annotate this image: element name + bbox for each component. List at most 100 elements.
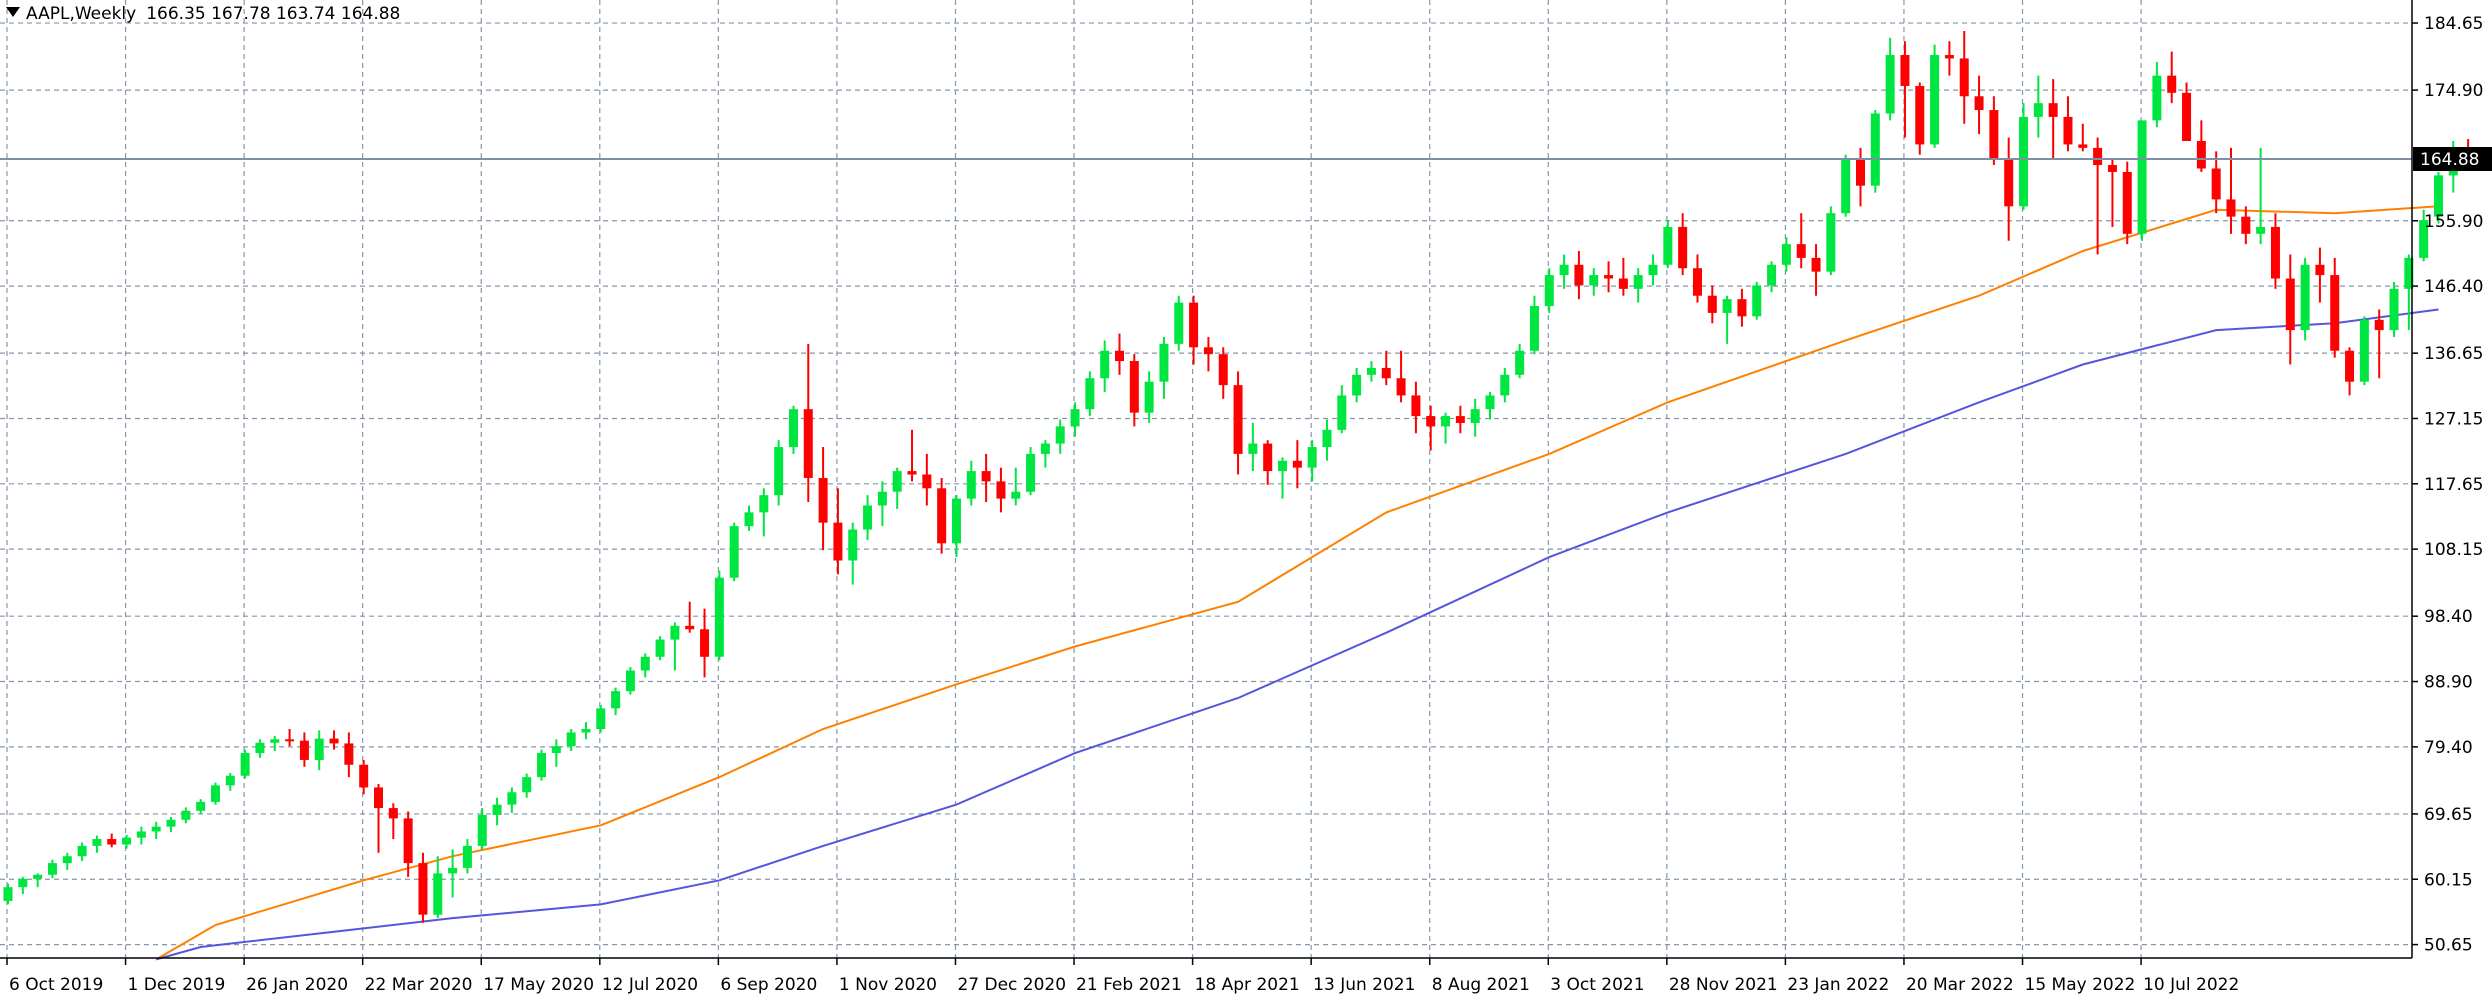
candle-body xyxy=(2226,199,2236,217)
x-tick-label: 28 Nov 2021 xyxy=(1669,975,1778,995)
grid xyxy=(0,0,2412,958)
x-tick-label: 12 Jul 2020 xyxy=(602,975,698,995)
candle-body xyxy=(877,491,887,506)
y-tick-label: 136.65 xyxy=(2424,344,2483,364)
candle-body xyxy=(625,670,635,692)
candle-body xyxy=(937,488,947,544)
candle-body xyxy=(492,804,502,815)
x-tick-label: 21 Feb 2021 xyxy=(1076,975,1182,995)
candle-body xyxy=(2433,175,2443,217)
candle-body xyxy=(196,801,206,811)
candle-body xyxy=(1648,264,1658,276)
x-tick-label: 15 May 2022 xyxy=(2025,975,2136,995)
candle-body xyxy=(1574,264,1584,286)
candle-body xyxy=(833,522,843,561)
candle-body xyxy=(344,743,354,765)
candle-body xyxy=(655,639,665,657)
y-tick-label: 127.15 xyxy=(2424,409,2483,429)
candle-body xyxy=(951,498,961,544)
candle-body xyxy=(1233,385,1243,454)
candle-body xyxy=(774,447,784,496)
x-tick-label: 23 Jan 2022 xyxy=(1787,975,1889,995)
candle-body xyxy=(225,775,235,786)
candle-body xyxy=(2345,350,2355,382)
y-tick-label: 146.40 xyxy=(2424,277,2483,297)
candle-body xyxy=(1826,213,1836,272)
dropdown-triangle-icon[interactable] xyxy=(6,7,20,17)
candle-body xyxy=(299,740,309,760)
x-tick-label: 1 Dec 2019 xyxy=(128,975,226,995)
candle-body xyxy=(1189,302,1199,348)
candle-body xyxy=(1085,378,1095,410)
candle-body xyxy=(1781,244,1791,265)
candle-body xyxy=(1040,443,1050,454)
y-tick-label: 184.65 xyxy=(2424,14,2483,34)
candle-body xyxy=(1174,302,1184,344)
symbol-timeframe: AAPL,Weekly xyxy=(26,4,137,24)
candle-body xyxy=(1796,244,1806,258)
y-tick-label: 69.65 xyxy=(2424,805,2473,825)
x-tick-label: 8 Aug 2021 xyxy=(1432,975,1530,995)
candle-body xyxy=(1915,85,1925,145)
candle-body xyxy=(2211,168,2221,200)
candle-body xyxy=(1159,343,1169,382)
candle-body xyxy=(448,867,458,874)
candle-body xyxy=(1366,367,1376,375)
candle-body xyxy=(2389,288,2399,331)
x-tick-label: 3 Oct 2021 xyxy=(1550,975,1644,995)
candle-body xyxy=(611,691,621,709)
y-tick-label: 50.65 xyxy=(2424,936,2473,956)
candle-body xyxy=(77,845,87,857)
candle-body xyxy=(2270,226,2280,279)
candle-body xyxy=(2078,144,2088,148)
y-tick-label: 60.15 xyxy=(2424,870,2473,890)
candle-body xyxy=(2167,75,2177,93)
current-price-label: 164.88 xyxy=(2420,150,2479,170)
candle-body xyxy=(2004,158,2014,207)
candle-body xyxy=(1930,55,1940,145)
candle-body xyxy=(2315,264,2325,276)
candle-body xyxy=(1263,443,1273,472)
candle-body xyxy=(922,474,932,489)
candle-body xyxy=(670,625,680,640)
chart-header: AAPL,Weekly 166.35 167.78 163.74 164.88 xyxy=(6,4,400,24)
candle-body xyxy=(507,792,517,805)
candle-body xyxy=(1144,381,1154,413)
candle-body xyxy=(2107,165,2117,172)
x-tick-label: 17 May 2020 xyxy=(483,975,594,995)
candle-body xyxy=(685,625,695,630)
candle-body xyxy=(1811,257,1821,272)
candle-body xyxy=(1944,55,1954,59)
candle-body xyxy=(1663,226,1673,265)
candle-body xyxy=(3,887,13,901)
candle-body xyxy=(522,777,532,793)
candle-body xyxy=(47,863,57,875)
y-tick-label: 117.65 xyxy=(2424,475,2483,495)
candle-body xyxy=(1396,378,1406,396)
candle-body xyxy=(848,529,858,561)
candle-body xyxy=(581,728,591,733)
y-tick-label: 108.15 xyxy=(2424,540,2483,560)
candle-body xyxy=(729,526,739,578)
candle-body xyxy=(1381,367,1391,379)
candle-body xyxy=(2182,92,2192,141)
candle-body xyxy=(2063,116,2073,145)
candle-body xyxy=(966,471,976,499)
candle-body xyxy=(107,839,117,845)
candle-body xyxy=(1292,460,1302,468)
y-tick-label: 155.90 xyxy=(2424,212,2483,232)
candle-body xyxy=(1115,350,1124,362)
candle-body xyxy=(477,814,487,846)
y-tick-label: 88.90 xyxy=(2424,673,2473,693)
candle-body xyxy=(418,863,428,915)
candle-body xyxy=(1055,426,1065,444)
candle-body xyxy=(1441,416,1451,427)
candle-body xyxy=(759,495,769,513)
candle-body xyxy=(240,753,250,776)
candle-body xyxy=(2093,147,2103,166)
candle-body xyxy=(1411,395,1421,417)
ma-slow-series xyxy=(155,308,2439,961)
candle-body xyxy=(403,818,413,864)
